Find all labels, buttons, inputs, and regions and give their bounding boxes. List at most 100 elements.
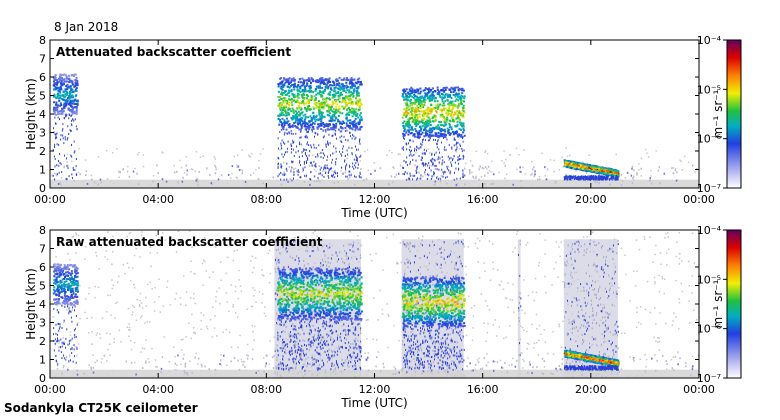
cloud-2-pixel	[439, 113, 442, 116]
cloud-3-pixel	[588, 164, 591, 167]
cloud-2-pixel	[460, 133, 463, 136]
cloud-1-pixel	[303, 89, 306, 92]
cloud-1-pixel	[292, 111, 295, 114]
cloud-0-pixel	[76, 82, 79, 85]
cloud-3-pixel	[575, 166, 578, 169]
noise-speck	[350, 343, 352, 346]
noise-speck	[484, 151, 486, 154]
cloud-1-pixel	[338, 107, 341, 110]
noise-speck	[418, 177, 421, 180]
noise-speck	[483, 182, 486, 185]
cloud-1-pixel	[351, 101, 354, 104]
cloud-3-fringe	[600, 178, 602, 181]
cloud-2-pixel	[402, 124, 405, 127]
cloud-1-pixel	[281, 83, 284, 86]
cloud-2-pixel	[430, 127, 433, 130]
cloud-1-pixel	[328, 112, 331, 115]
cloud-2-pixel	[436, 88, 439, 91]
noise-speck	[318, 283, 320, 286]
cloud-1-fringe	[335, 129, 337, 132]
noise-speck	[671, 167, 673, 170]
cloud-2-fringe	[423, 163, 425, 166]
cloud-2-fringe	[409, 150, 411, 153]
cloud-2-fringe	[408, 177, 410, 180]
cloud-1-pixel	[356, 104, 359, 107]
noise-speck	[345, 338, 347, 341]
cloud-1-pixel	[358, 105, 361, 108]
cloud-2-pixel	[405, 88, 408, 91]
cloud-2-pixel	[407, 118, 410, 121]
colorbar-tick-label: 10⁻⁷	[697, 182, 721, 195]
cloud-1-pixel	[345, 108, 348, 111]
cloud-1-pixel	[296, 96, 299, 99]
noise-speck	[658, 166, 661, 169]
noise-speck	[318, 152, 321, 155]
noise-speck	[313, 336, 315, 339]
noise-speck	[317, 178, 320, 181]
cloud-2-pixel	[424, 87, 427, 90]
cloud-3-fringe	[598, 177, 600, 180]
noise-speck	[359, 160, 361, 162]
cloud-3-pixel	[575, 162, 578, 165]
cloud-1-pixel	[302, 122, 305, 125]
cloud-1-pixel	[307, 116, 310, 119]
noise-speck	[241, 169, 244, 172]
cloud-3-fringe	[569, 177, 571, 180]
cloud-2-pixel	[426, 95, 429, 98]
noise-speck	[297, 262, 299, 265]
cloud-1-fringe	[335, 163, 337, 166]
cloud-1-pixel	[302, 80, 305, 83]
cloud-1-pixel	[344, 101, 347, 104]
cloud-1-pixel	[328, 119, 331, 122]
cloud-3-fringe	[607, 175, 609, 178]
cloud-1-fringe	[290, 170, 292, 173]
cloud-1-fringe	[360, 154, 362, 157]
cloud-1-fringe	[359, 138, 361, 141]
noise-speck	[309, 271, 311, 274]
noise-speck	[295, 333, 297, 336]
cloud-2-pixel	[426, 88, 429, 91]
cloud-0-pixel	[66, 83, 69, 86]
noise-speck	[367, 169, 370, 172]
cloud-1-pixel	[279, 82, 282, 85]
cloud-2-pixel	[461, 125, 464, 128]
noise-speck	[282, 344, 284, 347]
cloud-2-fringe	[462, 169, 464, 172]
cloud-1-fringe	[292, 160, 294, 163]
cloud-2-pixel	[444, 118, 447, 121]
noise-speck	[341, 257, 343, 260]
cloud-2-pixel	[462, 107, 465, 110]
noise-speck	[60, 177, 63, 179]
cloud-2-pixel	[446, 99, 449, 102]
noise-speck	[311, 249, 313, 252]
cloud-1-fringe	[355, 154, 357, 157]
cloud-1-pixel	[341, 101, 344, 104]
cloud-2-pixel	[431, 97, 434, 100]
cloud-1-fringe	[299, 160, 301, 163]
cloud-1-fringe	[287, 147, 289, 150]
cloud-1-pixel	[299, 87, 302, 90]
noise-speck	[157, 172, 159, 175]
noise-speck	[585, 171, 588, 174]
cloud-2-fringe	[442, 137, 444, 140]
cloud-1-pixel	[306, 82, 309, 85]
noise-speck	[347, 334, 349, 337]
cloud-1-pixel	[352, 123, 355, 126]
cloud-1-pixel	[290, 90, 293, 93]
noise-speck	[294, 326, 296, 329]
noise-speck	[534, 173, 536, 176]
cloud-2-pixel	[426, 115, 429, 118]
cloud-0-fringe	[55, 122, 57, 125]
cloud-1-pixel	[329, 87, 332, 90]
cloud-1-pixel	[354, 125, 357, 128]
cloud-3-pixel	[570, 163, 573, 166]
cloud-1-pixel	[326, 110, 329, 113]
cloud-2-pixel	[457, 86, 460, 89]
cloud-1-pixel	[301, 88, 304, 91]
cloud-3-fringe	[581, 176, 583, 179]
cloud-2-fringe	[448, 143, 450, 146]
cloud-1-pixel	[297, 93, 300, 96]
noise-speck	[342, 267, 344, 270]
cloud-1-pixel	[342, 107, 345, 110]
cloud-3-fringe	[578, 176, 580, 179]
